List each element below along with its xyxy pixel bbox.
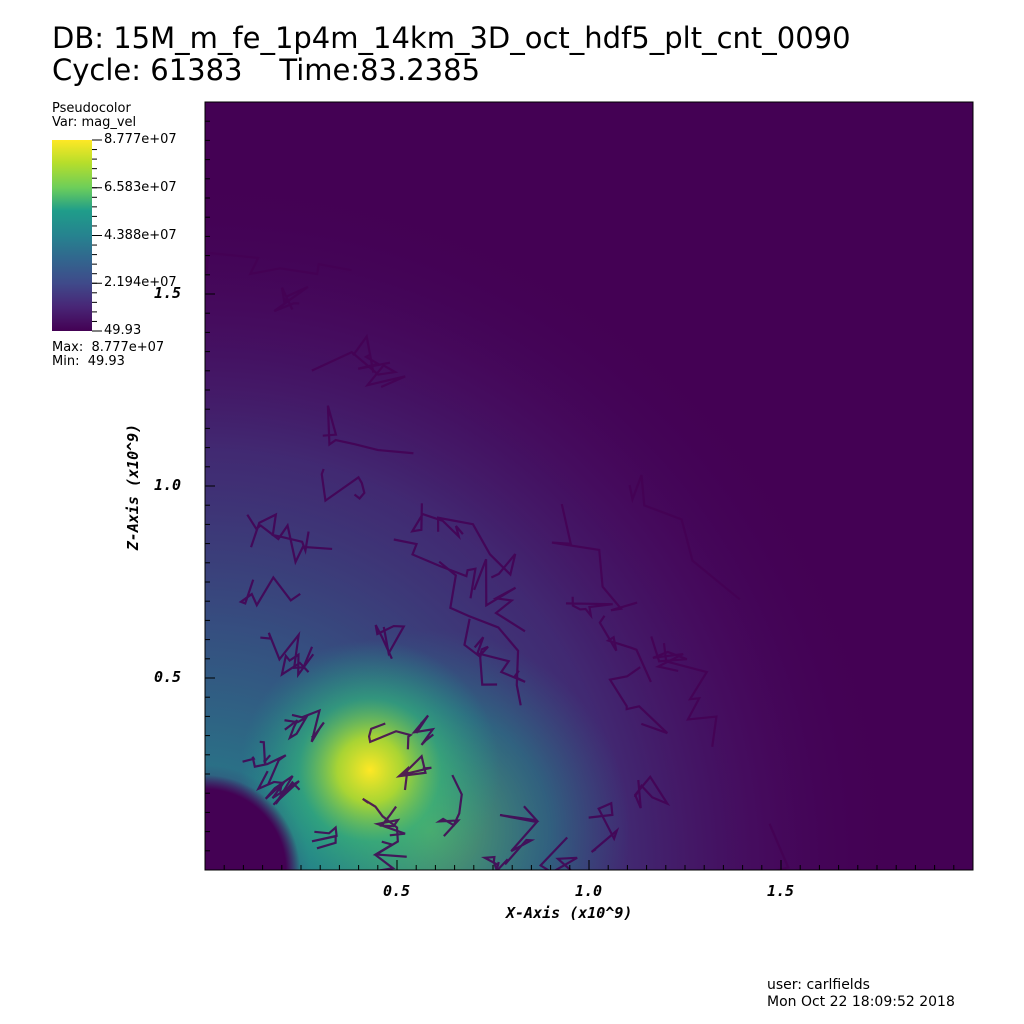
colorbar-label: 6.583e+07 xyxy=(104,181,177,195)
colorbar-ticks xyxy=(92,140,102,331)
footer-date: Mon Oct 22 18:09:52 2018 xyxy=(767,994,955,1010)
heatmap-field xyxy=(205,102,973,946)
y-tick-label: 1.5 xyxy=(154,284,181,302)
heatmap-inner-core xyxy=(205,102,973,870)
x-tick-label: 0.5 xyxy=(383,882,410,900)
colorbar-label: 49.93 xyxy=(104,324,141,338)
colorbar-label: 8.777e+07 xyxy=(104,133,177,147)
y-axis-title: Z-Axis (x10^9) xyxy=(124,424,142,550)
x-tick-label: 1.0 xyxy=(575,882,602,900)
colorbar-label: 4.388e+07 xyxy=(104,229,177,243)
footer-user: user: carlfields xyxy=(767,977,870,993)
y-tick-label: 1.0 xyxy=(154,476,181,494)
x-axis-title: X-Axis (x10^9) xyxy=(506,904,632,922)
x-tick-label: 1.5 xyxy=(767,882,794,900)
colorbar xyxy=(52,140,92,331)
y-tick-label: 0.5 xyxy=(154,668,181,686)
